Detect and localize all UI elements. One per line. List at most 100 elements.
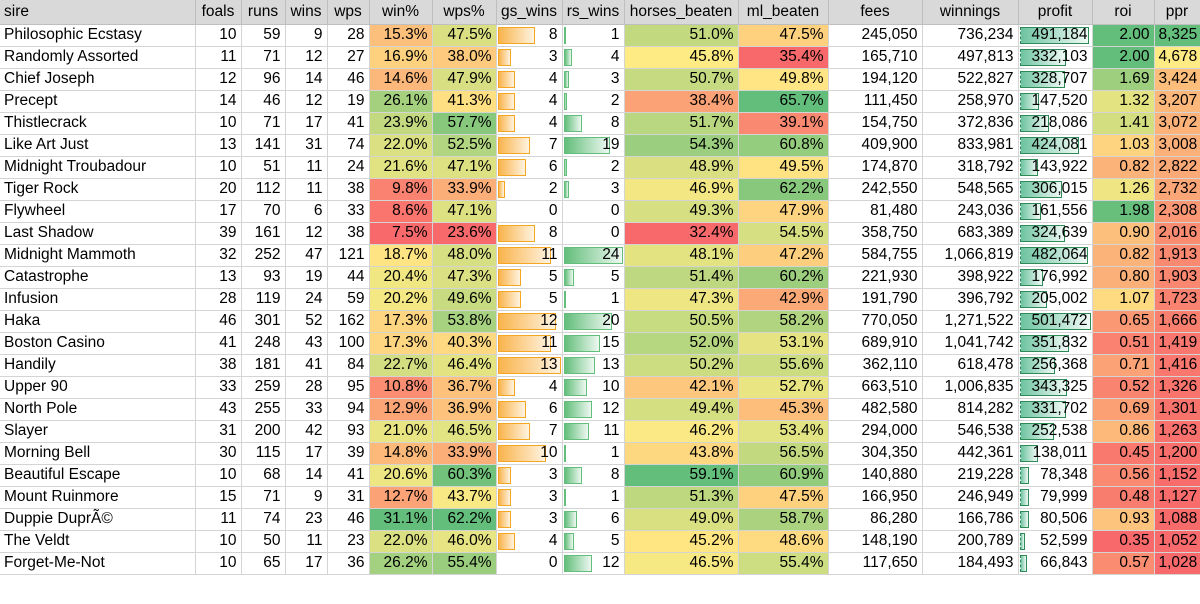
cell-roi[interactable]: 0.71 [1092,354,1155,377]
cell-ml-beaten[interactable]: 52.7% [738,376,829,399]
cell-roi[interactable]: 0.82 [1092,156,1155,179]
cell-foals[interactable]: 38 [195,354,242,377]
cell-wps[interactable]: 44 [327,266,370,289]
cell-winnings[interactable]: 497,813 [922,46,1019,69]
cell-gs-wins[interactable]: 12 [496,310,563,333]
cell-runs[interactable]: 93 [241,266,286,289]
cell-winnings[interactable]: 833,981 [922,134,1019,157]
cell-rs-wins[interactable]: 12 [562,398,625,421]
cell-wins[interactable]: 9 [285,486,328,509]
cell-wins[interactable]: 17 [285,112,328,135]
cell-rs-wins[interactable]: 0 [562,200,625,223]
cell-ml-beaten[interactable]: 35.4% [738,46,829,69]
cell-wps[interactable]: 41 [327,464,370,487]
cell-wps[interactable]: 36 [327,552,370,575]
cell-sire[interactable]: Morning Bell [0,442,196,465]
cell-wps-pct[interactable]: 38.0% [432,46,497,69]
column-header-roi[interactable]: roi [1092,0,1155,25]
cell-foals[interactable]: 10 [195,530,242,553]
cell-foals[interactable]: 10 [195,156,242,179]
cell-wps[interactable]: 31 [327,486,370,509]
cell-ppr[interactable]: 2,822 [1154,156,1200,179]
cell-winnings[interactable]: 318,792 [922,156,1019,179]
cell-foals[interactable]: 13 [195,266,242,289]
cell-roi[interactable]: 0.80 [1092,266,1155,289]
cell-win-pct[interactable]: 21.0% [369,420,433,443]
column-header-wins[interactable]: wins [285,0,328,25]
column-header-winnings[interactable]: winnings [922,0,1019,25]
cell-foals[interactable]: 30 [195,442,242,465]
cell-rs-wins[interactable]: 1 [562,486,625,509]
cell-gs-wins[interactable]: 6 [496,398,563,421]
cell-runs[interactable]: 74 [241,508,286,531]
cell-ppr[interactable]: 1,666 [1154,310,1200,333]
cell-sire[interactable]: Thistlecrack [0,112,196,135]
cell-runs[interactable]: 68 [241,464,286,487]
cell-foals[interactable]: 41 [195,332,242,355]
cell-ppr[interactable]: 3,008 [1154,134,1200,157]
cell-wps[interactable]: 74 [327,134,370,157]
cell-ppr[interactable]: 2,016 [1154,222,1200,245]
cell-ppr[interactable]: 1,200 [1154,442,1200,465]
cell-ml-beaten[interactable]: 56.5% [738,442,829,465]
table-row[interactable]: North Pole 43 255 33 94 12.9% 36.9% 6 12 49.4% 45.… [0,398,1200,421]
cell-gs-wins[interactable]: 6 [496,156,563,179]
table-row[interactable]: Randomly Assorted 11 71 12 27 16.9% 38.0% 3 4 45.… [0,46,1200,69]
cell-runs[interactable]: 161 [241,222,286,245]
cell-rs-wins[interactable]: 2 [562,90,625,113]
cell-runs[interactable]: 71 [241,112,286,135]
cell-sire[interactable]: Tiger Rock [0,178,196,201]
cell-wps[interactable]: 38 [327,178,370,201]
cell-fees[interactable]: 242,550 [828,178,923,201]
cell-horses-beaten[interactable]: 49.4% [624,398,739,421]
cell-wps[interactable]: 41 [327,112,370,135]
cell-profit[interactable]: 80,506 [1018,508,1093,531]
cell-winnings[interactable]: 522,827 [922,68,1019,91]
cell-runs[interactable]: 252 [241,244,286,267]
cell-fees[interactable]: 304,350 [828,442,923,465]
cell-win-pct[interactable]: 22.0% [369,530,433,553]
cell-profit[interactable]: 351,832 [1018,332,1093,355]
cell-wps-pct[interactable]: 46.0% [432,530,497,553]
cell-ml-beaten[interactable]: 42.9% [738,288,829,311]
cell-fees[interactable]: 221,930 [828,266,923,289]
column-header-wps[interactable]: wps [327,0,370,25]
cell-rs-wins[interactable]: 6 [562,508,625,531]
cell-wps-pct[interactable]: 52.5% [432,134,497,157]
cell-runs[interactable]: 200 [241,420,286,443]
cell-runs[interactable]: 141 [241,134,286,157]
cell-rs-wins[interactable]: 20 [562,310,625,333]
cell-fees[interactable]: 584,755 [828,244,923,267]
cell-roi[interactable]: 1.69 [1092,68,1155,91]
cell-wps-pct[interactable]: 55.4% [432,552,497,575]
cell-rs-wins[interactable]: 3 [562,68,625,91]
cell-roi[interactable]: 0.45 [1092,442,1155,465]
cell-win-pct[interactable]: 12.9% [369,398,433,421]
cell-wps[interactable]: 59 [327,288,370,311]
cell-horses-beaten[interactable]: 51.7% [624,112,739,135]
cell-win-pct[interactable]: 23.9% [369,112,433,135]
cell-roi[interactable]: 0.65 [1092,310,1155,333]
cell-ppr[interactable]: 1,903 [1154,266,1200,289]
cell-horses-beaten[interactable]: 52.0% [624,332,739,355]
cell-wps-pct[interactable]: 43.7% [432,486,497,509]
cell-ml-beaten[interactable]: 47.2% [738,244,829,267]
cell-runs[interactable]: 46 [241,90,286,113]
cell-sire[interactable]: Mount Ruinmore [0,486,196,509]
cell-rs-wins[interactable]: 5 [562,266,625,289]
cell-ml-beaten[interactable]: 45.3% [738,398,829,421]
cell-sire[interactable]: Catastrophe [0,266,196,289]
cell-fees[interactable]: 140,880 [828,464,923,487]
cell-horses-beaten[interactable]: 50.7% [624,68,739,91]
cell-ppr[interactable]: 1,052 [1154,530,1200,553]
cell-wps-pct[interactable]: 36.9% [432,398,497,421]
cell-wps-pct[interactable]: 62.2% [432,508,497,531]
cell-sire[interactable]: Philosophic Ecstasy [0,24,196,47]
cell-ppr[interactable]: 1,127 [1154,486,1200,509]
cell-gs-wins[interactable]: 8 [496,222,563,245]
cell-horses-beaten[interactable]: 45.2% [624,530,739,553]
cell-wps-pct[interactable]: 47.1% [432,156,497,179]
cell-winnings[interactable]: 618,478 [922,354,1019,377]
cell-wps-pct[interactable]: 46.4% [432,354,497,377]
cell-rs-wins[interactable]: 11 [562,420,625,443]
